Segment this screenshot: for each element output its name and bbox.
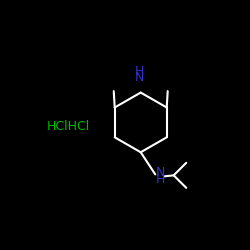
- Text: HClHCl: HClHCl: [46, 120, 90, 133]
- Text: N: N: [156, 166, 165, 179]
- Text: H: H: [156, 173, 165, 186]
- Text: H: H: [135, 65, 144, 78]
- Text: N: N: [135, 71, 144, 84]
